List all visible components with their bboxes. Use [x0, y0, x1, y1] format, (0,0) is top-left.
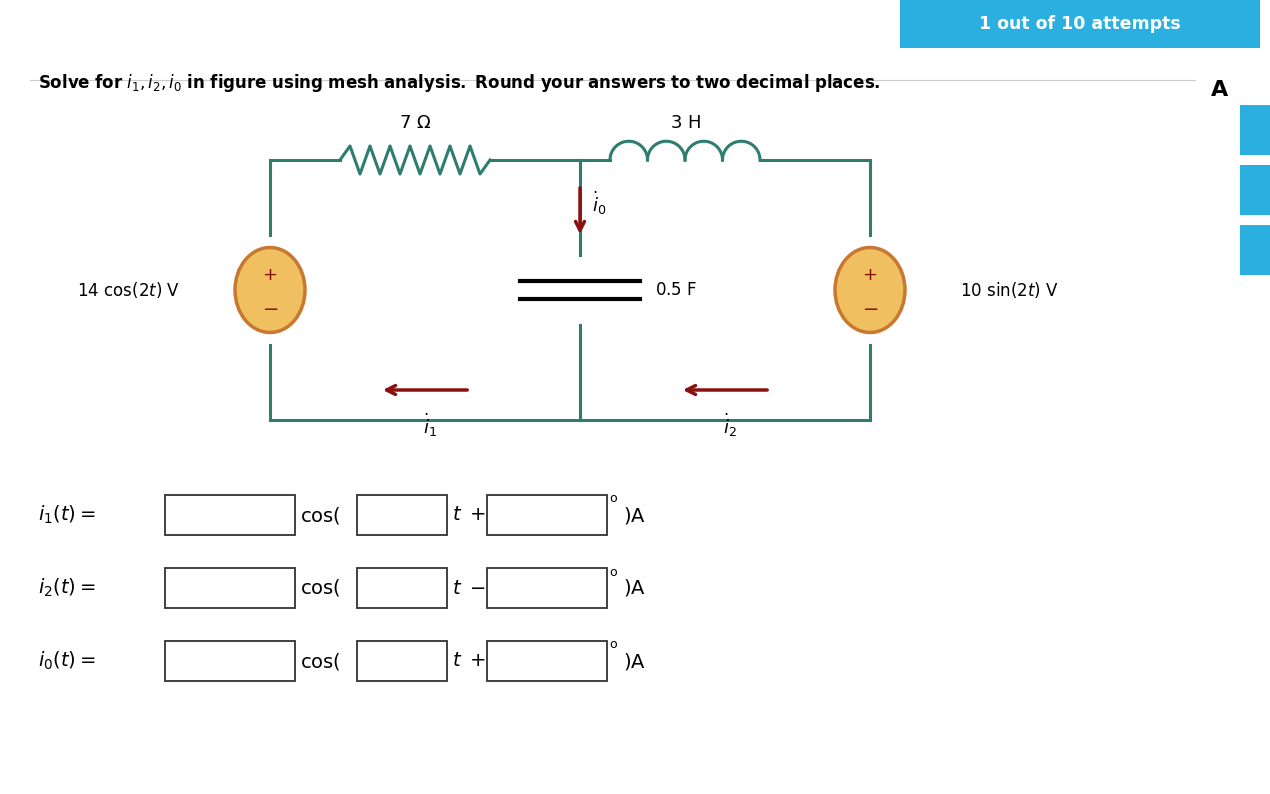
- Text: $\mathrm{cos}($: $\mathrm{cos}($: [300, 577, 340, 599]
- Bar: [1240, 225, 1270, 275]
- Text: $-$: $-$: [262, 299, 278, 318]
- Text: $\mathrm{o}$: $\mathrm{o}$: [610, 638, 618, 652]
- Bar: [1240, 165, 1270, 215]
- Text: $\mathrm{o}$: $\mathrm{o}$: [610, 492, 618, 506]
- Text: $3\ \mathrm{H}$: $3\ \mathrm{H}$: [669, 114, 701, 132]
- Bar: [165, 568, 295, 608]
- Text: $\mathrm{)A}$: $\mathrm{)A}$: [624, 504, 645, 526]
- Text: $-$: $-$: [862, 299, 878, 318]
- Text: $\mathbf{A}$: $\mathbf{A}$: [1210, 80, 1229, 100]
- Text: $\mathit{\dot{i}_2}$: $\mathit{\dot{i}_2}$: [723, 412, 737, 439]
- Text: $t\ +$: $t\ +$: [452, 506, 486, 525]
- Text: $\mathrm{cos}($: $\mathrm{cos}($: [300, 650, 340, 672]
- Text: $\mathit{i_1}(t) =$: $\mathit{i_1}(t) =$: [38, 504, 95, 526]
- Text: $\mathit{i_0}(t) =$: $\mathit{i_0}(t) =$: [38, 649, 95, 673]
- Text: $\mathrm{)A}$: $\mathrm{)A}$: [624, 650, 645, 672]
- Text: $0.5\ \mathrm{F}$: $0.5\ \mathrm{F}$: [655, 281, 697, 299]
- Text: $\mathrm{o}$: $\mathrm{o}$: [610, 565, 618, 579]
- Bar: [486, 641, 607, 681]
- Text: $\mathit{i_2}(t) =$: $\mathit{i_2}(t) =$: [38, 577, 95, 599]
- Bar: [357, 495, 447, 535]
- Text: $t\ +$: $t\ +$: [452, 652, 486, 670]
- Bar: [900, 0, 1260, 48]
- Bar: [357, 568, 447, 608]
- Bar: [1240, 105, 1270, 155]
- Text: $+$: $+$: [263, 266, 278, 284]
- Ellipse shape: [834, 248, 906, 333]
- Bar: [486, 495, 607, 535]
- Text: $\mathrm{)A}$: $\mathrm{)A}$: [624, 577, 645, 599]
- Ellipse shape: [235, 248, 305, 333]
- Text: $+$: $+$: [862, 266, 878, 284]
- Bar: [486, 568, 607, 608]
- Text: $t\ -$: $t\ -$: [452, 579, 486, 598]
- Text: $10\ \sin(2t)\ \mathrm{V}$: $10\ \sin(2t)\ \mathrm{V}$: [960, 280, 1059, 300]
- Text: $\mathit{\dot{i}_0}$: $\mathit{\dot{i}_0}$: [592, 189, 606, 217]
- Text: $\mathrm{cos}($: $\mathrm{cos}($: [300, 504, 340, 526]
- Text: $\mathit{\dot{i}_1}$: $\mathit{\dot{i}_1}$: [423, 412, 437, 439]
- Bar: [165, 641, 295, 681]
- Bar: [165, 495, 295, 535]
- Text: $\mathbf{Solve\ for}\ \mathit{i_1}, \mathit{i_2}, \mathit{i_0}\ \mathbf{in\ figu: $\mathbf{Solve\ for}\ \mathit{i_1}, \mat…: [38, 72, 880, 94]
- Bar: [357, 641, 447, 681]
- Text: $14\ \cos(2t)\ \mathrm{V}$: $14\ \cos(2t)\ \mathrm{V}$: [76, 280, 180, 300]
- Text: 1 out of 10 attempts: 1 out of 10 attempts: [979, 15, 1181, 33]
- Text: $7\ \Omega$: $7\ \Omega$: [399, 114, 431, 132]
